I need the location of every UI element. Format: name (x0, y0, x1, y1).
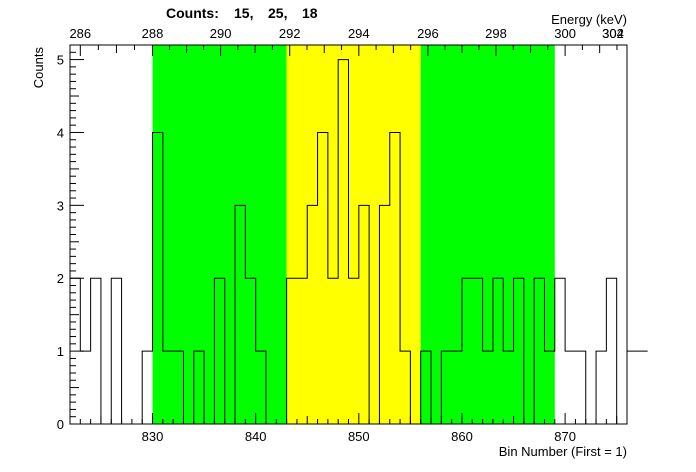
x-tick-label: 870 (554, 429, 576, 444)
x-tick-label: 860 (451, 429, 473, 444)
region-signal (286, 45, 421, 424)
y-tick-label: 2 (57, 271, 64, 286)
region-left-sideband (152, 45, 287, 424)
energy-tick-label: 286 (69, 26, 91, 41)
y-tick-label: 1 (57, 344, 64, 359)
energy-tick-label: 296 (417, 26, 439, 41)
energy-tick-label: 292 (279, 26, 301, 41)
shaded-regions (152, 45, 555, 424)
y-axis-title: Counts (31, 47, 46, 89)
y-tick-label: 4 (57, 125, 64, 140)
y-tick-label: 5 (57, 53, 64, 68)
region-right-sideband (420, 45, 555, 424)
energy-tick-label: 294 (348, 26, 370, 41)
histogram-series (70, 59, 648, 425)
y-tick-label: 3 (57, 198, 64, 213)
energy-tick-label: 288 (142, 26, 164, 41)
energy-tick-label: 290 (210, 26, 232, 41)
energy-tick-label: 300 (554, 26, 576, 41)
counts-value-2: 25, (268, 5, 287, 21)
energy-tick-label: 302 (602, 26, 624, 41)
counts-value-1: 15, (234, 5, 253, 21)
x-axis-title: Bin Number (First = 1) (499, 444, 627, 459)
x-tick-label: 830 (142, 429, 164, 444)
x2-axis-title: Energy (keV) (551, 12, 627, 27)
axis-ticks: 830 840 850 860 870 0 1 2 3 4 5 286 288 290 292 294 296 2… (57, 26, 628, 444)
y-tick-label: 0 (57, 417, 64, 432)
counts-value-3: 18 (302, 5, 318, 21)
counts-title-label: Counts: (166, 5, 219, 21)
x-tick-label: 840 (245, 429, 267, 444)
x-tick-label: 850 (348, 429, 370, 444)
energy-tick-label: 298 (485, 26, 507, 41)
energy-tick-label: 304 (602, 26, 624, 41)
